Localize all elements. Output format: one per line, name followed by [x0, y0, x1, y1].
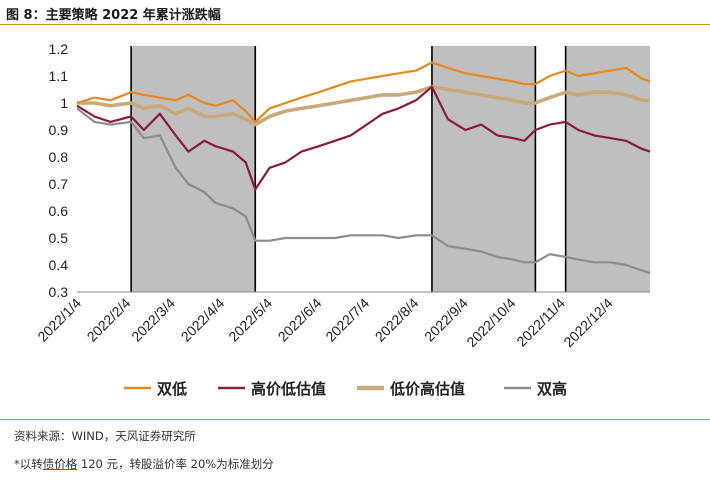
shaded-period-2	[431, 46, 536, 292]
legend-label: 双低	[157, 380, 187, 398]
x-tick-label: 2022/7/4	[322, 295, 372, 345]
shaded-period-3	[565, 46, 650, 292]
x-tick-label: 2022/9/4	[421, 295, 471, 345]
footnote-link[interactable]: 债价格	[42, 457, 78, 471]
shaded-periods	[131, 46, 650, 292]
y-tick-labels: 0.3 0.4 0.5 0.6 0.7 0.8 0.9 1 1.1 1.2	[49, 41, 69, 300]
legend-label: 低价高估值	[389, 380, 465, 398]
y-tick-label: 0.3	[49, 284, 69, 300]
x-tick-label: 2022/3/4	[128, 295, 178, 345]
bottom-rule	[0, 419, 710, 420]
x-tick-label: 2022/5/4	[225, 295, 275, 345]
x-tick-label: 2022/10/4	[463, 295, 519, 351]
shaded-period-1	[131, 46, 256, 292]
source-note: 资料来源：WIND，天风证券研究所	[14, 429, 196, 443]
y-tick-label: 0.5	[49, 230, 69, 246]
series-line-4	[76, 107, 651, 275]
x-tick-label: 2022/12/4	[560, 295, 616, 351]
legend: 双低 高价低估值 低价高估值 双高	[124, 380, 567, 398]
footnote: *以转债价格 120 元，转股溢价率 20%为标准划分	[14, 456, 274, 472]
x-tick-label: 2022/4/4	[178, 295, 228, 345]
x-tick-label: 2022/6/4	[275, 295, 325, 345]
series-line-3	[77, 85, 650, 127]
x-tick-label: 2022/1/4	[34, 295, 84, 345]
figure-title: 图 8：主要策略 2022 年累计涨跌幅	[6, 8, 221, 23]
series-line-1	[76, 61, 651, 124]
x-tick-label: 2022/2/4	[84, 295, 134, 345]
series-line-2	[76, 85, 651, 191]
y-tick-label: 1	[60, 95, 68, 111]
y-tick-label: 0.6	[49, 203, 69, 219]
y-tick-label: 0.8	[49, 149, 69, 165]
x-tick-label: 2022/11/4	[513, 295, 568, 350]
x-tick-label: 2022/8/4	[372, 295, 422, 345]
y-tick-label: 0.4	[49, 257, 69, 273]
chart: 0.30.40.50.60.70.80.911.11.2 2022/1/4 202…	[34, 41, 651, 398]
legend-label: 双高	[537, 380, 567, 398]
y-tick-label: 1.2	[49, 41, 69, 57]
series-lines	[76, 61, 651, 275]
top-rule	[0, 24, 710, 25]
y-tick-label: 0.9	[49, 122, 69, 138]
y-tick-label: 1.1	[49, 68, 69, 84]
footnote-suffix: 120 元，转股溢价率 20%为标准划分	[77, 457, 274, 471]
legend-label: 高价低估值	[251, 380, 326, 398]
y-tick-label: 0.7	[49, 176, 69, 192]
footnote-prefix: *以转	[14, 457, 43, 471]
